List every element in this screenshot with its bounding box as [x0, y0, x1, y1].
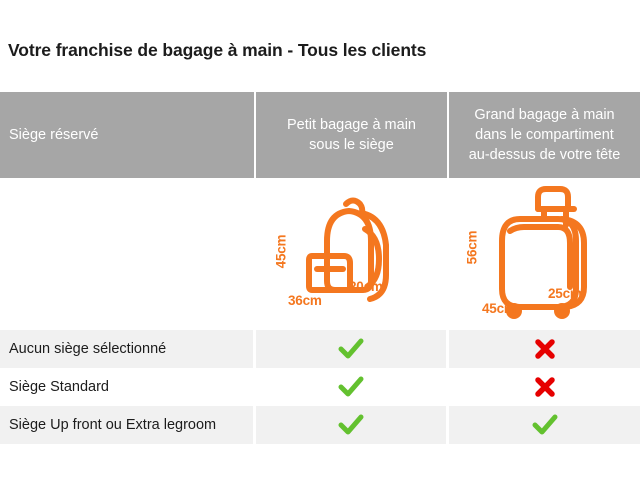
header-label-small-bag-line1: Petit bagage à main — [287, 117, 416, 133]
illustration-cell-empty — [0, 178, 256, 330]
baggage-allowance-table: Siège réservé Petit bagage à main sous l… — [0, 92, 640, 444]
header-label-large-bag-line2: dans le compartiment — [475, 127, 614, 143]
backpack-figure: 45cm 36cm 20cm — [256, 178, 449, 330]
table-row: Siège Up front ou Extra legroom — [0, 406, 640, 444]
illustration-cell-large-bag: 56cm 45cm 25cm — [449, 178, 640, 330]
footer-spacer — [0, 446, 640, 480]
check-icon — [338, 414, 364, 435]
page-title: Votre franchise de bagage à main - Tous … — [8, 40, 427, 60]
check-icon — [532, 414, 557, 435]
backpack-icon — [305, 197, 389, 302]
header-cell-small-bag: Petit bagage à main sous le siège — [256, 92, 449, 178]
table-row: Aucun siège sélectionné — [0, 330, 640, 368]
suitcase-depth-label: 25cm — [548, 286, 582, 301]
header-label-small-bag-line2: sous le siège — [309, 137, 394, 153]
suitcase-icon — [498, 186, 587, 319]
row-large-bag-cell — [449, 406, 640, 444]
row-seat-label-cell: Aucun siège sélectionné — [0, 330, 256, 368]
suitcase-height-label: 56cm — [464, 230, 480, 265]
row-small-bag-cell — [256, 368, 449, 406]
backpack-depth-label: 20cm — [349, 279, 383, 294]
suitcase-width-label: 45cm — [482, 301, 516, 316]
backpack-width-label: 36cm — [288, 293, 322, 308]
header-label-large-bag-line1: Grand bagage à main — [474, 107, 615, 123]
header-cell-seat: Siège réservé — [0, 92, 256, 178]
row-seat-label: Siège Standard — [9, 379, 109, 395]
cross-icon — [534, 377, 555, 397]
row-small-bag-cell — [256, 406, 449, 444]
row-seat-label: Siège Up front ou Extra legroom — [9, 417, 217, 433]
header-label-large-bag-line3: au-dessus de votre tête — [468, 147, 621, 163]
backpack-height-label: 45cm — [273, 234, 289, 269]
table-header-row: Siège réservé Petit bagage à main sous l… — [0, 92, 640, 178]
table-row: Siège Standard — [0, 368, 640, 406]
suitcase-figure: 56cm 45cm 25cm — [449, 178, 640, 330]
header-label-seat: Siège réservé — [9, 127, 99, 143]
row-seat-label-cell: Siège Up front ou Extra legroom — [0, 406, 256, 444]
cross-icon — [534, 339, 555, 359]
header-cell-large-bag: Grand bagage à main dans le compartiment… — [449, 92, 640, 178]
check-icon — [338, 338, 364, 359]
row-seat-label: Aucun siège sélectionné — [9, 341, 167, 357]
illustration-cell-small-bag: 45cm 36cm 20cm — [256, 178, 449, 330]
row-large-bag-cell — [449, 368, 640, 406]
row-large-bag-cell — [449, 330, 640, 368]
table-illustration-row: 45cm 36cm 20cm — [0, 178, 640, 330]
row-seat-label-cell: Siège Standard — [0, 368, 256, 406]
row-small-bag-cell — [256, 330, 449, 368]
check-icon — [338, 376, 364, 397]
